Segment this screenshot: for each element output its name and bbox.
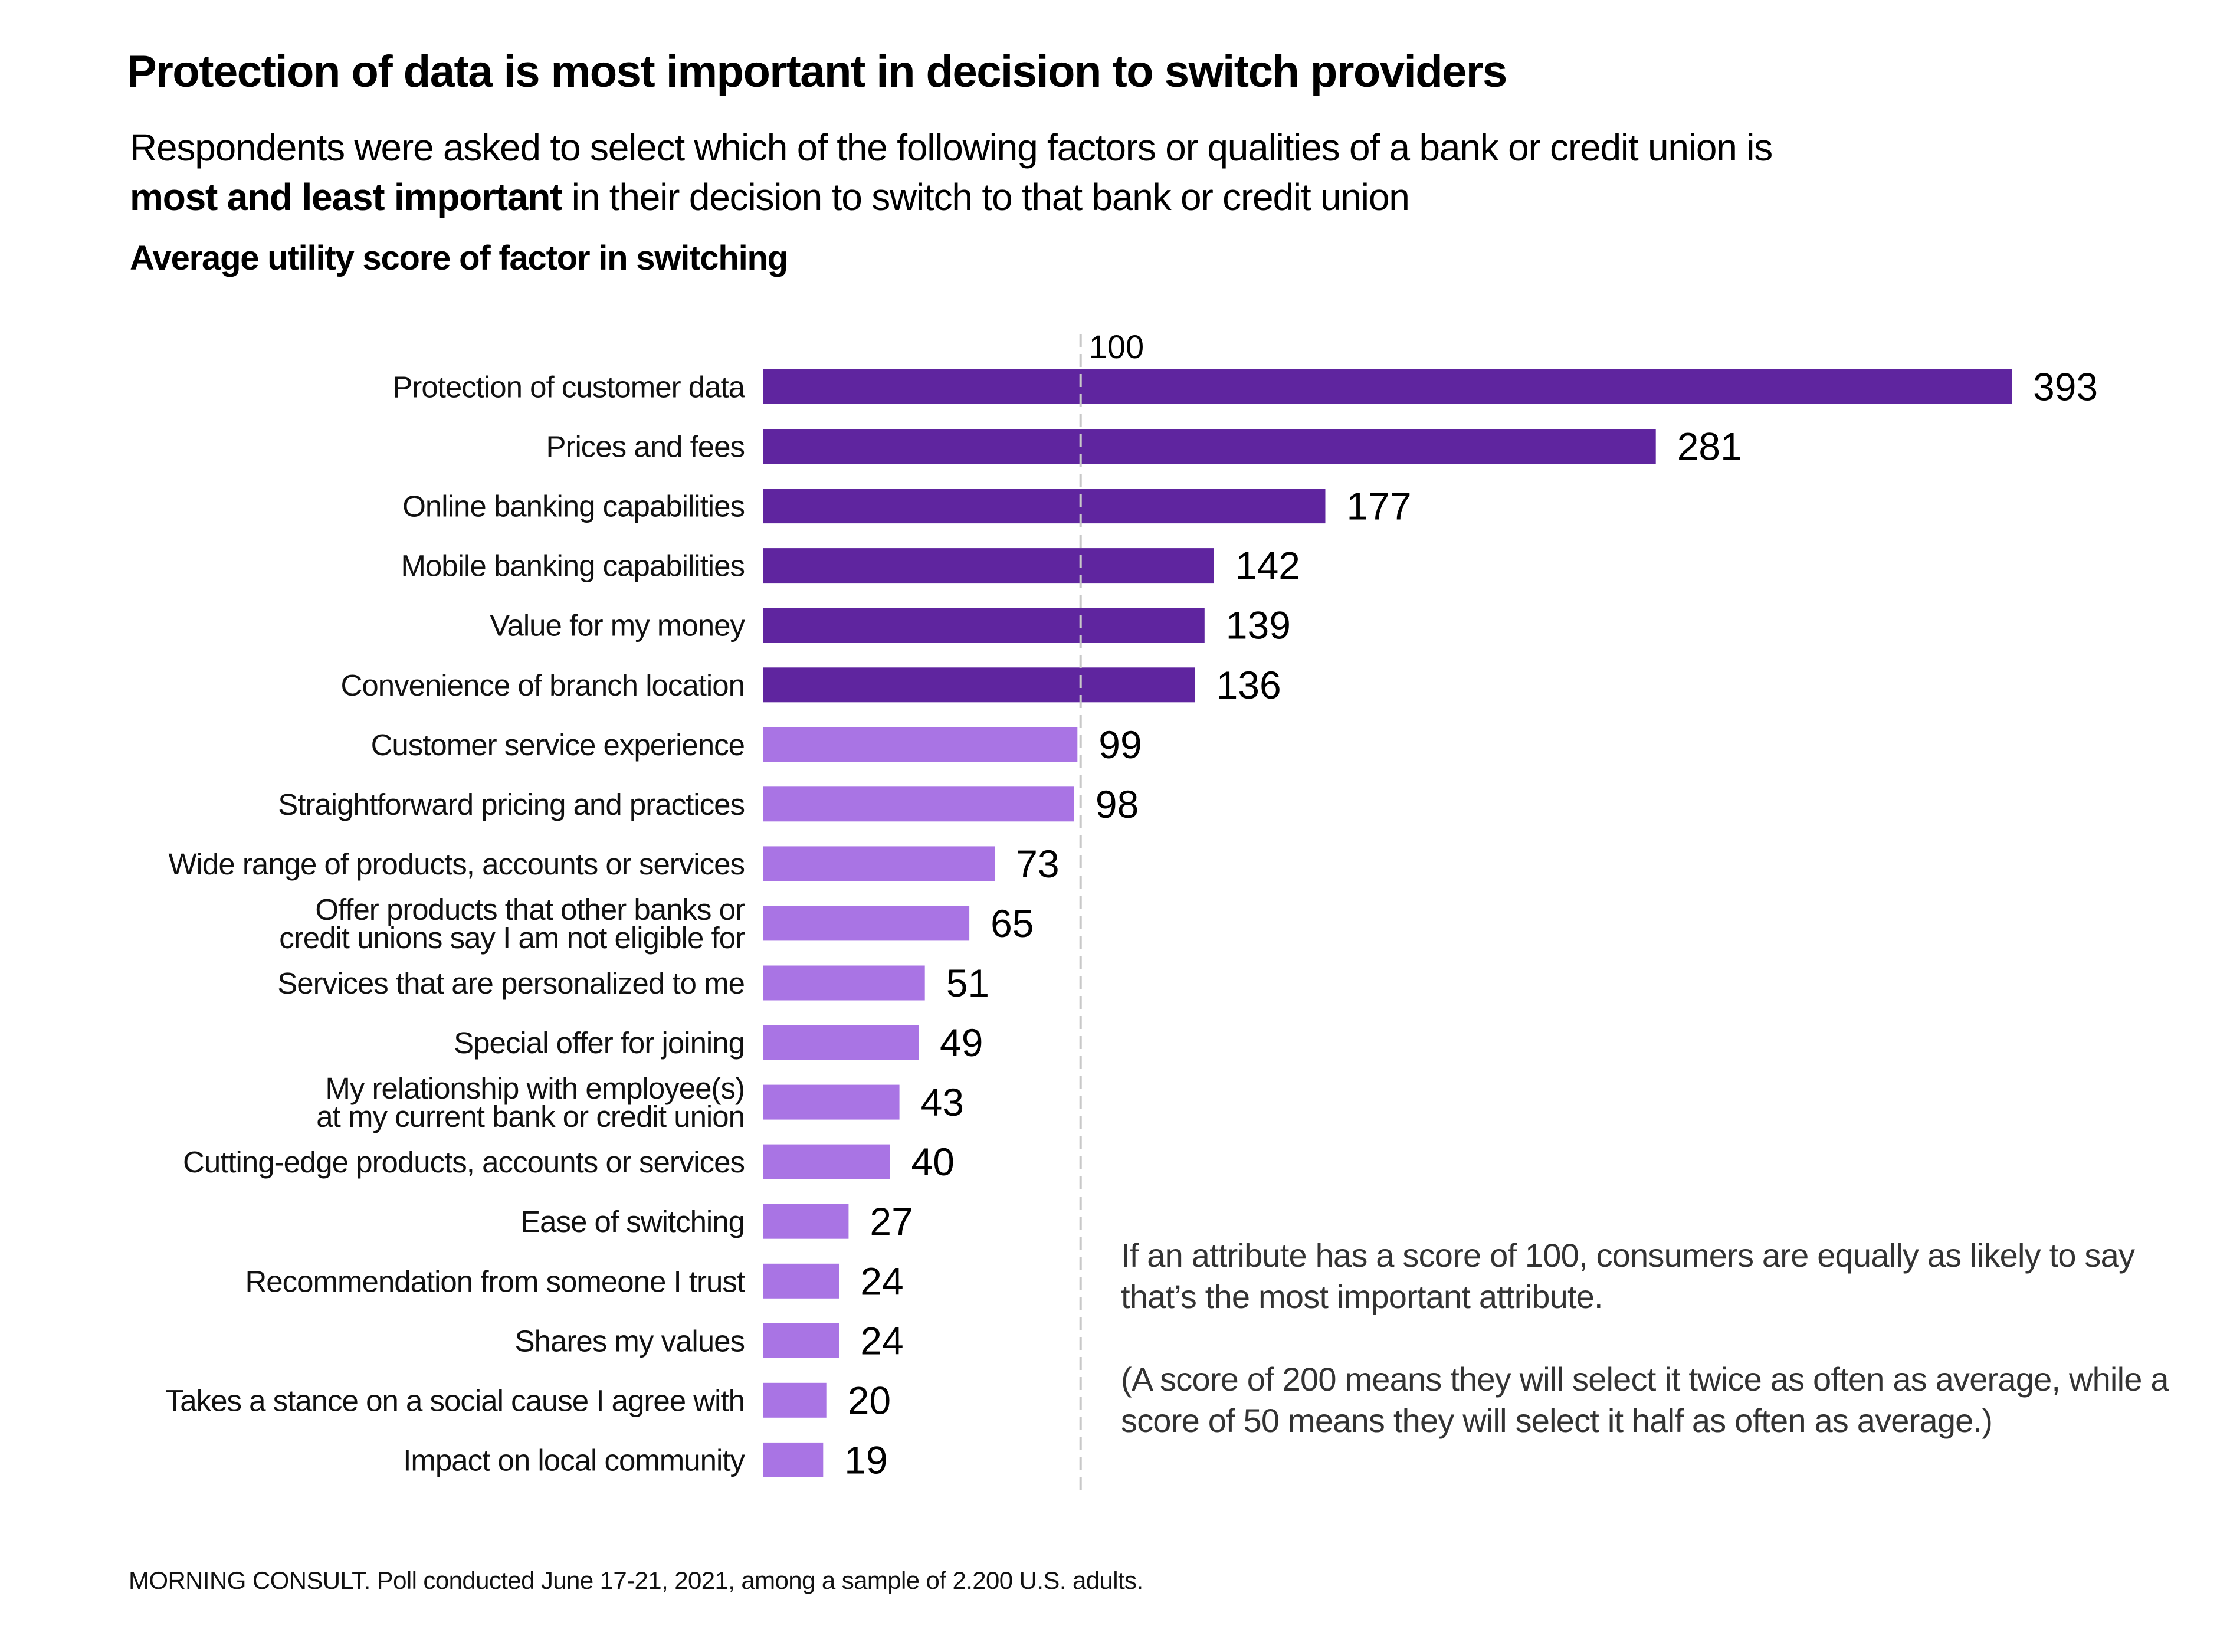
subtitle-emphasis: most and least important: [130, 176, 562, 218]
category-label-line: Offer products that other banks or: [315, 893, 745, 926]
bar: [763, 1263, 839, 1299]
subtitle-line-1: Respondents were asked to select which o…: [130, 126, 1773, 169]
value-label: 98: [1096, 782, 1139, 826]
category-label: Ease of switching: [520, 1205, 745, 1238]
category-label: Mobile banking capabilities: [401, 549, 745, 583]
chart-subtitle: Respondents were asked to select which o…: [130, 123, 2195, 222]
category-label: Recommendation from someone I trust: [245, 1264, 745, 1298]
bar: [763, 429, 1656, 464]
bars-layer: [763, 369, 2012, 1477]
measure-label: Average utility score of factor in switc…: [130, 239, 788, 277]
bar: [763, 1144, 890, 1179]
category-label-line: credit unions say I am not eligible for: [279, 921, 745, 955]
bar: [763, 667, 1195, 703]
value-label: 20: [848, 1378, 891, 1422]
reference-line-label: 100: [1089, 328, 1144, 365]
subtitle-line-2: in their decision to switch to that bank…: [562, 176, 1410, 218]
bar: [763, 965, 925, 1001]
category-label: Impact on local community: [403, 1443, 745, 1477]
value-label: 136: [1216, 663, 1281, 707]
value-label: 19: [844, 1438, 887, 1481]
category-label: Special offer for joining: [454, 1026, 745, 1060]
bar: [763, 548, 1214, 584]
category-label-line: My relationship with employee(s): [325, 1071, 745, 1105]
value-label: 73: [1016, 842, 1059, 886]
labels-layer: 393 Protection of customer data 281 Prices …: [166, 365, 2098, 1482]
value-label: 43: [921, 1080, 964, 1124]
category-label: Customer service experience: [371, 728, 745, 762]
bar: [763, 906, 970, 941]
source-footnote: MORNING CONSULT. Poll conducted June 17-…: [129, 1566, 1143, 1594]
category-label-line: at my current bank or credit union: [316, 1100, 745, 1133]
bar: [763, 1025, 919, 1060]
chart-title: Protection of data is most important in …: [127, 47, 1507, 97]
category-label: Convenience of branch location: [341, 668, 745, 702]
value-label: 99: [1098, 723, 1142, 766]
bar: [763, 369, 2012, 404]
category-label: Online banking capabilities: [402, 490, 745, 523]
bar: [763, 1442, 824, 1477]
category-label: Straightforward pricing and practices: [278, 788, 745, 821]
category-label: Protection of customer data: [392, 371, 745, 404]
value-label: 281: [1677, 425, 1742, 468]
category-label: Wide range of products, accounts or serv…: [169, 847, 745, 881]
value-label: 393: [2033, 365, 2098, 409]
bar: [763, 1382, 827, 1418]
reference-layer: 100: [1079, 328, 1144, 1490]
category-label: Services that are personalized to me: [277, 966, 745, 1000]
value-label: 142: [1235, 544, 1300, 588]
explanation-note: If an attribute has a score of 100, cons…: [1121, 1235, 2183, 1441]
bar: [763, 1204, 849, 1239]
value-label: 24: [860, 1319, 903, 1362]
bar: [763, 846, 995, 881]
value-label: 40: [911, 1140, 955, 1184]
value-label: 65: [991, 902, 1034, 945]
category-label: Cutting-edge products, accounts or servi…: [183, 1145, 745, 1179]
category-label: My relationship with employee(s) at my cu…: [316, 1071, 745, 1133]
bar: [763, 1084, 900, 1120]
bar: [763, 1323, 839, 1358]
value-label: 139: [1226, 604, 1291, 647]
category-label: Prices and fees: [546, 430, 745, 464]
value-label: 177: [1347, 484, 1412, 528]
bar: [763, 786, 1074, 822]
bar: [763, 608, 1205, 643]
note-paragraph-1: If an attribute has a score of 100, cons…: [1121, 1237, 2135, 1315]
value-label: 24: [860, 1259, 903, 1303]
category-label: Offer products that other banks or credit…: [279, 893, 745, 955]
note-paragraph-2: (A score of 200 means they will select i…: [1121, 1361, 2169, 1439]
value-label: 51: [946, 961, 989, 1005]
bar: [763, 489, 1326, 524]
category-label: Shares my values: [515, 1324, 745, 1358]
bar: [763, 727, 1078, 762]
category-label: Value for my money: [490, 609, 745, 643]
value-label: 27: [870, 1199, 913, 1243]
category-label: Takes a stance on a social cause I agree…: [166, 1384, 745, 1417]
value-label: 49: [940, 1021, 983, 1064]
